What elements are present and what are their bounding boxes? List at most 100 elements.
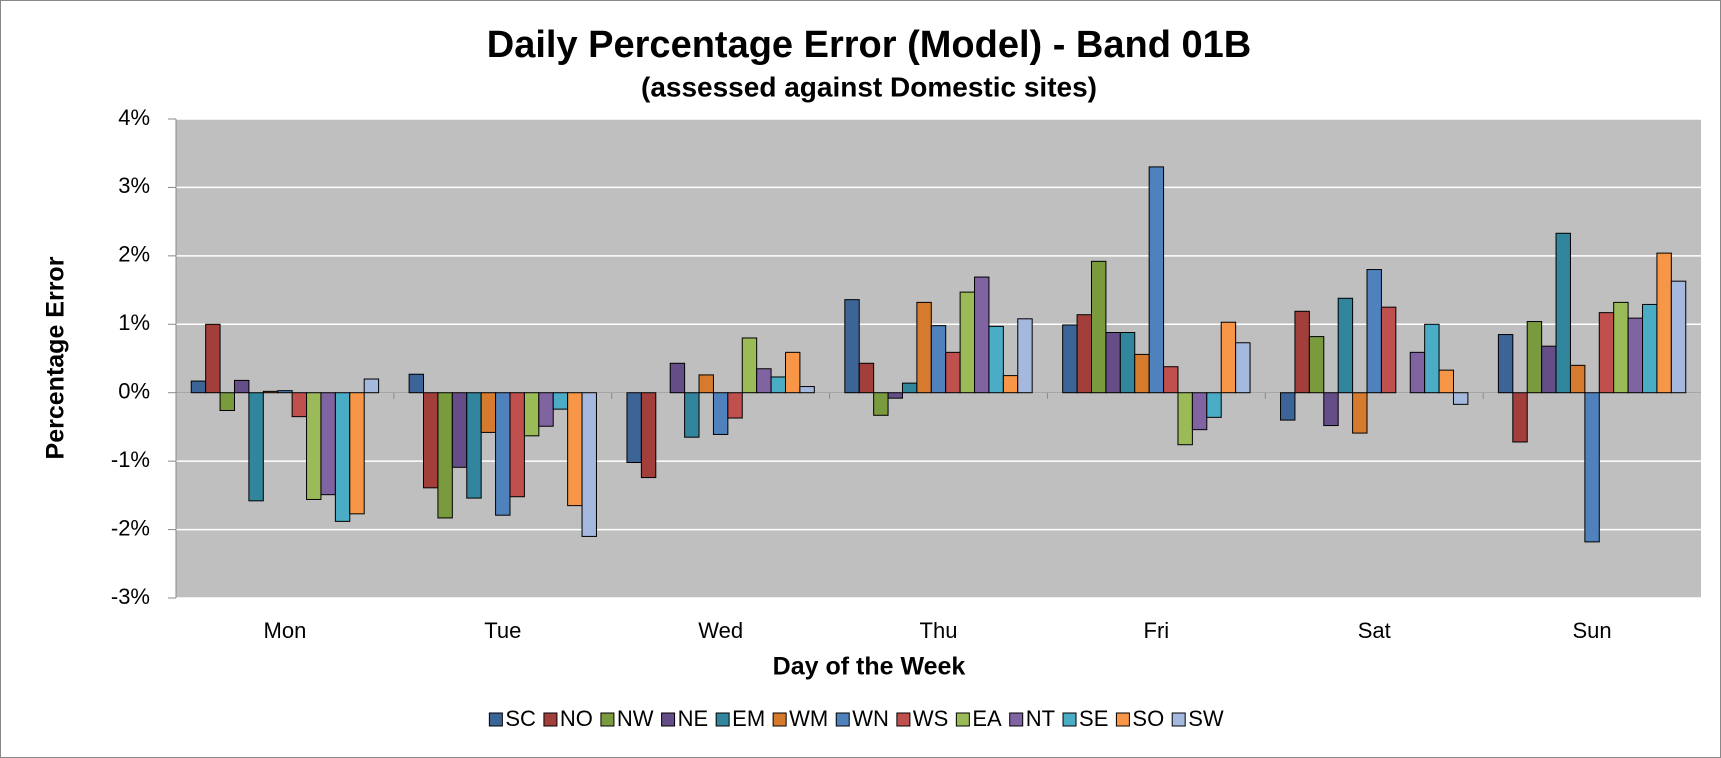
bar [466,392,482,499]
bar [1280,392,1296,421]
bar [1497,334,1514,394]
bar [1642,303,1658,394]
bar [320,392,336,496]
bar [1452,392,1469,405]
bar [698,374,714,394]
bar [437,392,453,519]
bar [291,392,308,418]
legend-label: NW [617,706,654,731]
bar [1627,317,1644,394]
x-tick-label: Mon [264,618,307,643]
x-tick-label: Wed [698,618,743,643]
bar [1613,301,1629,394]
bar [523,392,540,437]
bar [1352,392,1368,434]
bar [423,392,439,489]
bar [538,392,554,427]
bar [1191,392,1208,431]
bar [873,392,889,416]
bar [567,392,583,507]
y-tick-label: -2% [111,515,150,540]
y-tick-label: -1% [111,447,150,472]
y-tick-label: 3% [118,173,150,198]
bar [1206,392,1222,418]
bar [233,379,250,394]
chart-subtitle: (assessed against Domestic sites) [641,71,1097,102]
bar [1670,280,1687,394]
legend-label: SC [505,706,536,731]
bar [306,392,322,500]
bar [1569,364,1586,394]
bar [334,392,351,522]
bar [626,392,642,464]
legend-swatch [543,712,558,727]
bar [844,299,860,394]
bar [1656,252,1672,394]
bar [1017,318,1033,394]
bar [784,351,801,394]
bar [669,362,686,394]
bar [480,392,497,433]
legend-label: EM [732,706,765,731]
y-tick-label: -3% [111,584,150,609]
bar [1163,366,1179,394]
bar [1424,323,1440,394]
bar [1541,345,1557,394]
y-tick-label: 2% [118,242,150,267]
legend-label: EA [972,706,1002,731]
bar [930,325,947,394]
legend-swatch [1115,712,1130,727]
bar [858,362,875,394]
legend-swatch [1171,712,1186,727]
bar [901,382,918,394]
y-tick-label: 0% [118,379,150,404]
bar [262,390,279,394]
bar [495,392,511,516]
y-tick-label: 4% [118,105,150,130]
legend-swatch [1009,712,1024,727]
bar [1409,351,1426,394]
legend-swatch [1062,712,1077,727]
x-tick-label: Thu [920,618,958,643]
bar [451,392,468,468]
bar [916,301,932,394]
bar [959,291,976,394]
bar [552,392,569,410]
bar [1380,306,1397,394]
bar [1062,324,1078,394]
legend-label: NT [1026,706,1055,731]
bar [205,323,221,394]
bar [277,390,293,394]
bar [349,392,365,515]
bar [727,392,743,419]
bar [1308,336,1325,394]
legend-swatch [661,712,676,727]
bar [1148,166,1165,394]
legend-label: WN [852,706,889,731]
bar [799,386,815,394]
legend-swatch [955,712,970,727]
x-tick-label: Sat [1358,618,1391,643]
bar [581,392,597,537]
bar [1177,392,1193,446]
legend-swatch [600,712,615,727]
y-axis-title: Percentage Error [42,256,70,459]
y-tick-label: 1% [118,310,150,335]
bar [1512,392,1528,443]
bar [408,373,425,394]
legend-swatch [772,712,787,727]
bar [988,325,1004,394]
bar [1002,375,1019,394]
bar [887,392,903,399]
legend-label: WM [789,706,828,731]
bar [1584,392,1600,543]
bar [741,337,758,394]
bar [1119,331,1136,394]
legend-label: SW [1188,706,1224,731]
bar [770,376,786,394]
bar [1598,312,1615,394]
bar [1555,232,1571,394]
legend-swatch [835,712,850,727]
bar [248,392,264,502]
